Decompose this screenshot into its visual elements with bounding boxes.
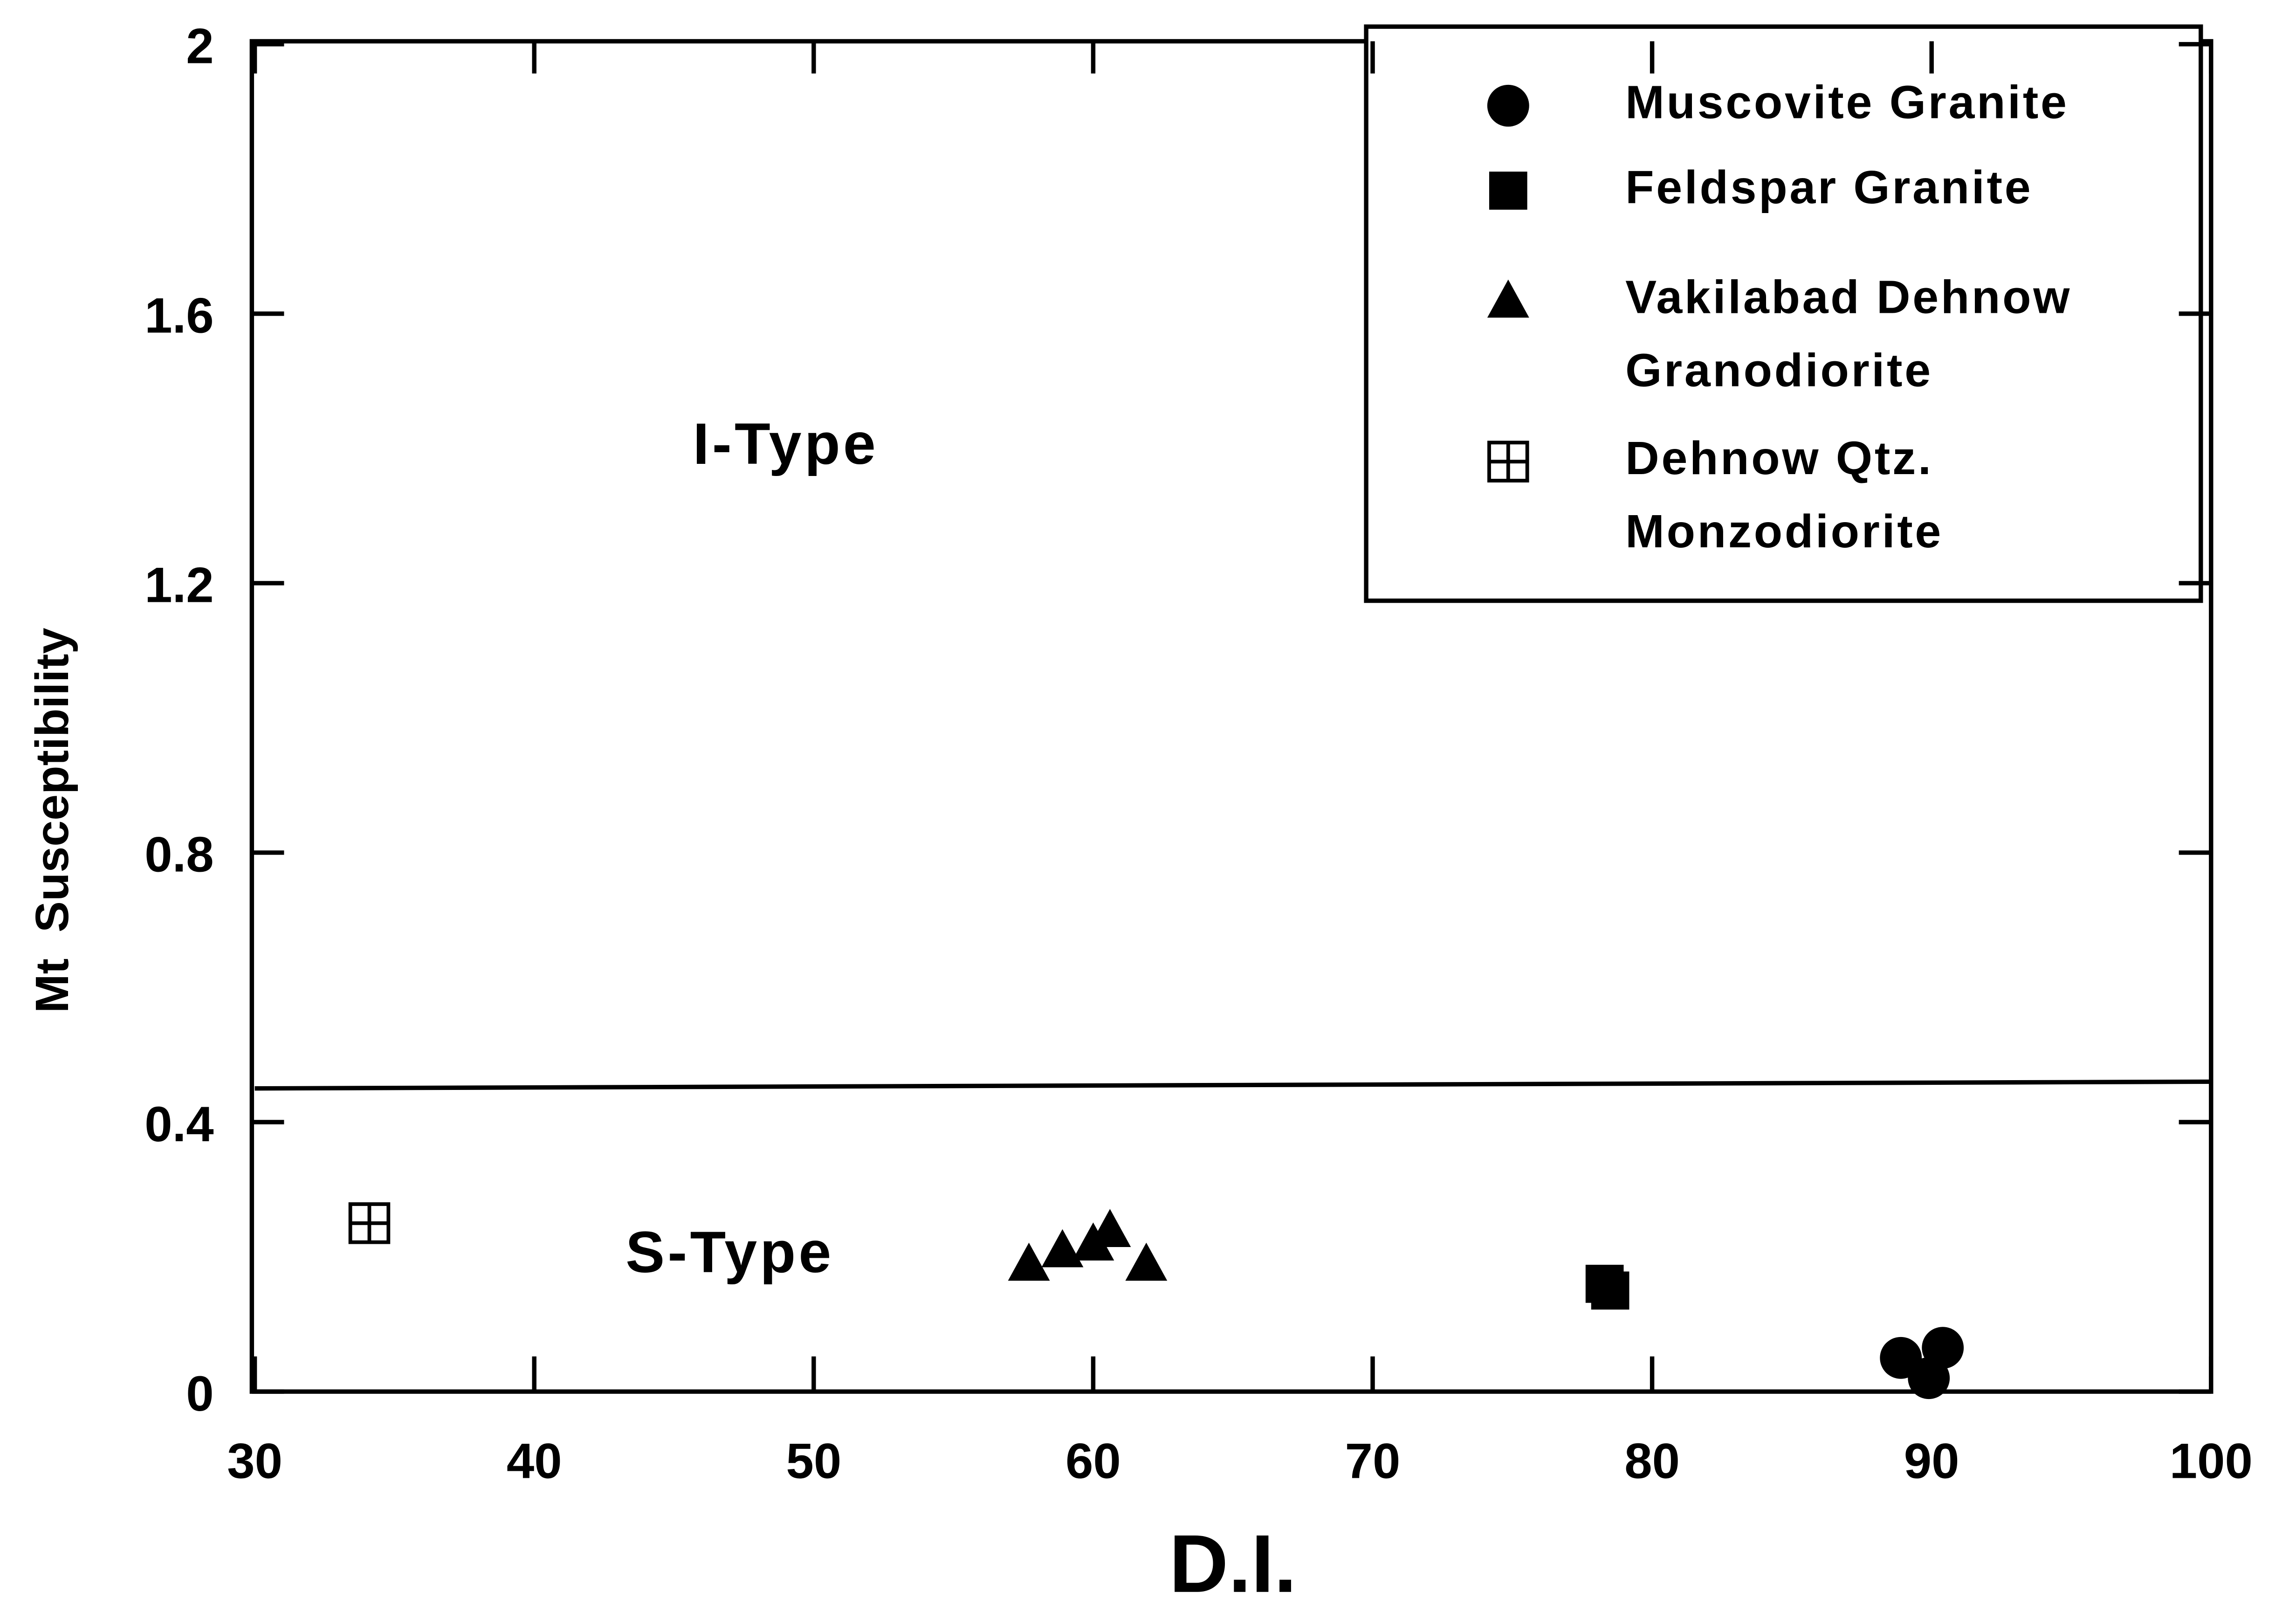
legend-line: Granodiorite	[1625, 344, 1933, 396]
region-label: S-Type	[626, 1219, 834, 1285]
x-tick-label: 100	[2170, 1433, 2253, 1489]
legend-line: Dehnow Qtz.	[1625, 432, 1933, 484]
legend-line: Feldspar Granite	[1625, 161, 2033, 214]
x-tick-label: 90	[1904, 1433, 1959, 1489]
legend-label: Dehnow Qtz. Monzodiorite	[1625, 432, 1943, 558]
legend-marker	[1487, 441, 1529, 483]
x-tick-label: 50	[786, 1433, 841, 1489]
legend-label: Vakilabad Dehnow Granodiorite	[1625, 271, 2072, 396]
legend-line: Muscovite Granite	[1625, 76, 2069, 128]
plot-frame	[249, 39, 2214, 1394]
x-tick-label: 40	[507, 1433, 562, 1489]
x-tick-label: 80	[1624, 1433, 1680, 1489]
legend-line: Vakilabad Dehnow	[1625, 271, 2072, 323]
point	[1125, 1242, 1168, 1281]
point	[1591, 1271, 1629, 1310]
x-tick-label: 30	[227, 1433, 282, 1489]
region-label: I-Type	[693, 411, 879, 476]
y-tick-label: 1.6	[144, 288, 213, 344]
y-axis-label: Mt Susceptibility	[26, 627, 78, 1013]
legend-marker	[1489, 172, 1527, 210]
legend-label: Muscovite Granite	[1625, 76, 2069, 128]
legend-marker	[1487, 84, 1529, 127]
x-axis-label: D.I.	[1169, 1518, 1297, 1610]
y-tick-label: 1.2	[144, 557, 213, 613]
x-tick-label: 60	[1066, 1433, 1121, 1489]
y-tick-label: 0.8	[144, 827, 213, 882]
y-tick-label: 2	[186, 18, 213, 74]
boundary-line	[254, 1079, 2211, 1091]
point	[1008, 1242, 1050, 1281]
y-tick-label: 0.4	[144, 1096, 213, 1152]
y-tick-label: 0	[186, 1365, 213, 1421]
legend-label: Feldspar Granite	[1625, 161, 2033, 214]
point	[1041, 1229, 1084, 1268]
point	[348, 1202, 391, 1244]
x-tick-label: 70	[1345, 1433, 1401, 1489]
legend-line: Monzodiorite	[1625, 505, 1943, 558]
point	[1922, 1327, 1964, 1369]
point-cross	[1489, 442, 1527, 481]
point-cross	[350, 1204, 389, 1242]
point	[1089, 1209, 1131, 1247]
legend-marker	[1487, 279, 1529, 318]
